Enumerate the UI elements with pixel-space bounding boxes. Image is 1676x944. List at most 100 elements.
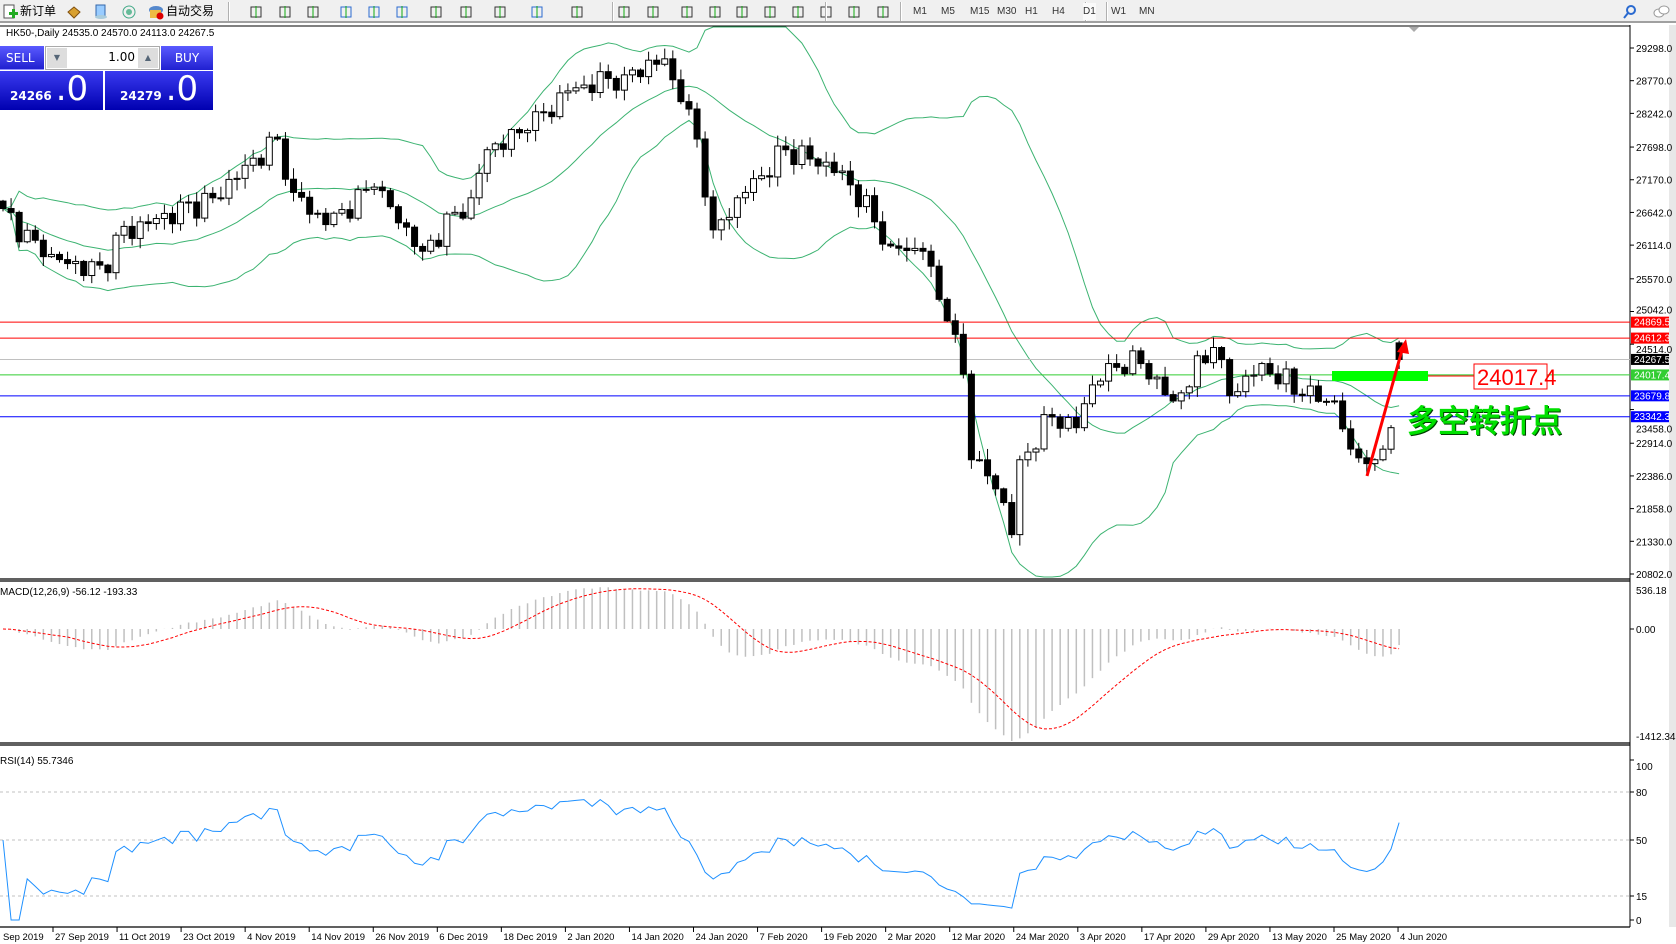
history-center-button[interactable] [93,2,109,21]
lot-input[interactable]: 1.00 [108,50,135,64]
autoscroll-button[interactable] [428,2,444,21]
candle [564,83,572,101]
candle [290,168,298,202]
candle [1266,357,1274,377]
periods-button[interactable] [529,2,545,21]
candle [806,137,814,166]
fibonacci-button[interactable] [790,2,806,21]
horizontal-line-button[interactable] [707,2,723,21]
candle [935,259,943,302]
candle-body [1169,394,1177,402]
candle [532,104,540,142]
candle [1193,350,1201,397]
candle [758,166,766,181]
date-label: 19 Feb 2020 [824,932,877,943]
candlestick-button[interactable] [277,2,293,21]
crosshair-button[interactable] [645,2,661,21]
candle [548,104,556,124]
candle-body [435,239,443,247]
signals-icon [121,4,137,20]
candle-body [483,149,491,174]
date-label: 23 Oct 2019 [183,932,235,943]
timeframe-m1[interactable]: M1 [913,6,927,17]
auto-trading-button[interactable]: 自动交易 [148,2,214,21]
date-label: 25 May 2020 [1336,932,1391,943]
candle [1080,396,1088,432]
date-label: 24 Jan 2020 [696,932,748,943]
buy-button[interactable]: BUY [161,46,213,70]
lot-decrease-button[interactable]: ▼ [47,48,67,68]
arrows-button[interactable] [875,2,891,21]
macd-signal-line [2,588,1400,730]
timeframe-m5[interactable]: M5 [941,6,955,17]
candle [507,128,515,157]
candle-body [959,333,967,375]
equidistant-channel-button[interactable] [762,2,778,21]
bar-chart-button[interactable] [248,2,264,21]
sell-price[interactable]: 24266.0 [0,71,103,110]
buy-price[interactable]: 24279.0 [105,71,213,110]
candle [346,200,354,223]
signals-button[interactable] [121,2,137,21]
candle [209,187,217,204]
candle-body [596,71,604,94]
vertical-line-button[interactable] [679,2,695,21]
trendline-button[interactable] [734,2,750,21]
chart-shift-button[interactable] [458,2,474,21]
candle-body [1121,366,1129,375]
candle [1339,392,1347,433]
sell-button[interactable]: SELL [0,46,44,70]
candle-body [451,211,459,215]
candle [394,204,402,230]
chart-shift-icon [458,4,474,20]
lot-size-stepper[interactable]: ▼ 1.00 ▲ [45,46,160,70]
candle-body [1153,376,1161,380]
line-chart-button[interactable] [305,2,321,21]
fibonacci-icon [790,4,806,20]
timeframe-mn[interactable]: MN [1139,6,1155,17]
candle [257,154,265,169]
candle [879,211,887,251]
candle-body [782,145,790,151]
candle [830,152,838,176]
timeframe-m15[interactable]: M15 [970,6,990,17]
timeframe-m30[interactable]: M30 [997,6,1017,17]
candle [1201,349,1209,365]
timeframe-h1[interactable]: H1 [1025,6,1038,17]
lot-increase-button[interactable]: ▲ [138,48,158,68]
zoom-out-button[interactable] [366,2,382,21]
candle-body [1242,375,1250,393]
zoom-in-button[interactable] [338,2,354,21]
candle [338,202,346,216]
price-tick-label: 29298.0 [1636,44,1673,55]
experts-button[interactable] [66,2,82,21]
candle-body [854,184,862,208]
candle [927,244,935,278]
timeframe-d1[interactable]: D1 [1083,3,1096,20]
candle-body [717,219,725,231]
search-button[interactable] [1622,2,1638,21]
indicators-button[interactable] [492,2,508,21]
candle [306,190,314,224]
candle [241,154,249,189]
candle-body [1113,363,1121,368]
toolbar-separator [228,2,230,21]
tile-windows-button[interactable] [394,2,410,21]
new-order-button[interactable]: 新订单 [2,2,56,21]
templates-button[interactable] [569,2,585,21]
cursor-button[interactable] [616,2,632,21]
candle-body [653,59,661,65]
timeframe-h4[interactable]: H4 [1052,6,1065,17]
text-label-button[interactable] [846,2,862,21]
candle [846,160,854,196]
timeframe-w1[interactable]: W1 [1111,6,1126,17]
price-chart[interactable]: 24869.5 24612.3 24267.5 24017.4 23679.8 23342… [0,25,1676,944]
candle-body [701,138,709,198]
candle-body [257,157,265,166]
chart-background [0,25,1676,944]
chat-button[interactable] [1652,2,1670,21]
candle [1282,361,1290,393]
candle [467,189,475,221]
candle-body [1298,393,1306,397]
macd-tick-label: -1412.34 [1636,732,1676,743]
